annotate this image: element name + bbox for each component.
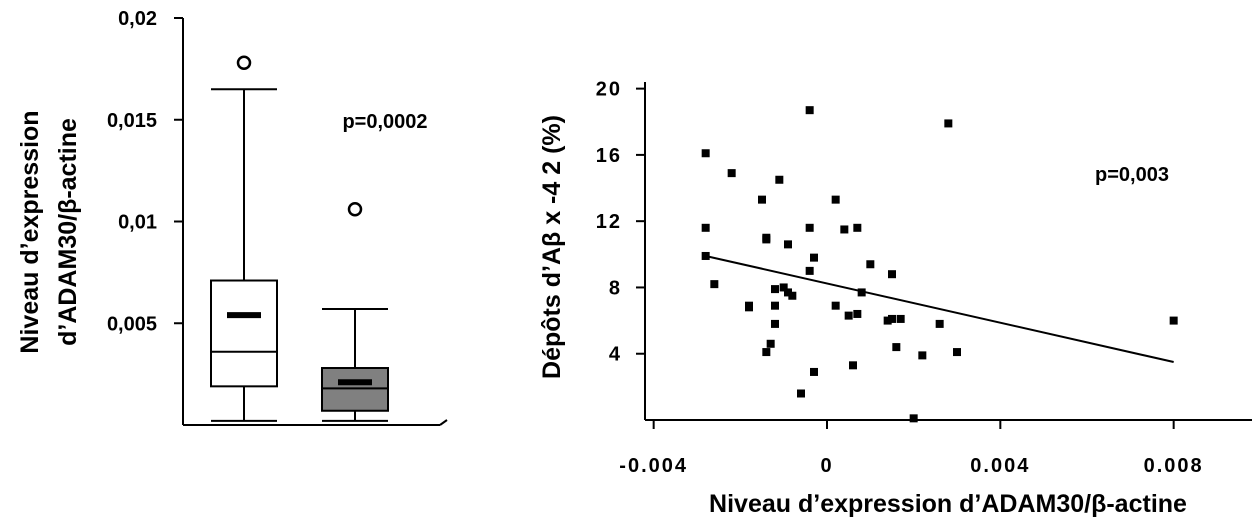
scatter-ylabel: Dépôts d’Aβ x -4 2 (%) (538, 115, 566, 379)
scatter-point (918, 351, 927, 360)
scatter-point (849, 361, 857, 370)
scatter-point (857, 288, 866, 297)
scatter-point (883, 316, 892, 325)
scatter-regression (705, 254, 1174, 363)
scatter-point (762, 233, 771, 242)
scatter-point (1169, 316, 1178, 325)
scatter-point (953, 348, 961, 357)
scatter-point (710, 280, 719, 289)
scatter-xtick-label: 0.008 (1144, 455, 1204, 477)
scatter-point (775, 175, 784, 184)
scatter-ytick-label: 16 (596, 145, 622, 167)
scatter-ytick-label: 4 (609, 344, 622, 366)
boxplot-boxes (210, 55, 389, 422)
box-body (321, 367, 389, 412)
scatter-point (745, 301, 753, 310)
outlier-point (347, 202, 363, 217)
boxplot-ytick-label: 0,005 (107, 313, 157, 335)
boxplot-x-axis-end (439, 419, 448, 426)
scatter-point (788, 291, 797, 300)
scatter-point (701, 223, 710, 232)
scatter-panel: Dépôts d’Aβ x -4 2 (%) Niveau d’expressi… (538, 79, 1252, 518)
scatter-point (853, 223, 862, 232)
scatter-point (762, 348, 771, 357)
scatter-point (766, 339, 775, 348)
scatter-point (701, 149, 710, 158)
boxplot-panel: Niveau d’expression d’ADAM30/β-actine 0,… (16, 8, 448, 426)
scatter-point (840, 225, 849, 234)
box-body (210, 279, 278, 388)
scatter-xlabel: Niveau d’expression d’ADAM30/β-actine (709, 490, 1187, 518)
scatter-point (805, 266, 814, 275)
scatter-point (844, 311, 853, 320)
scatter-ytick-label: 12 (596, 211, 622, 233)
scatter-point (935, 319, 944, 328)
boxplot-ytick-label: 0,01 (118, 212, 157, 234)
scatter-ytick-label: 20 (596, 79, 622, 101)
boxplot-ytick-label: 0,02 (118, 8, 157, 30)
scatter-point (888, 270, 896, 279)
scatter-point (784, 240, 792, 249)
regression-line (705, 254, 1174, 363)
scatter-point (797, 389, 805, 398)
scatter-axes (644, 82, 1252, 421)
scatter-point (810, 367, 818, 376)
scatter-point (771, 301, 779, 310)
scatter-point (831, 301, 840, 310)
scatter-point (701, 251, 710, 260)
scatter-p-value: p=0,003 (1095, 164, 1169, 186)
scatter-point (805, 223, 814, 232)
boxplot-ylabel-line2: d’ADAM30/β-actine (54, 118, 82, 346)
scatter-xtick-label: 0.004 (970, 455, 1030, 477)
boxplot-ylabel-line1: Niveau d’expression (16, 110, 44, 353)
scatter-point (771, 319, 779, 328)
scatter-point (810, 253, 818, 262)
scatter-point (831, 195, 840, 204)
boxplot-ytick-label: 0,015 (107, 110, 157, 132)
scatter-ticks: 4 8 12 16 20 -0.004 0 0.004 0.008 (596, 79, 1204, 477)
scatter-point (944, 119, 953, 128)
scatter-ytick-label: 8 (609, 277, 622, 299)
scatter-point (866, 260, 875, 269)
scatter-xtick-label: -0.004 (619, 455, 688, 477)
scatter-point (771, 285, 779, 294)
outlier-point (236, 55, 252, 71)
scatter-point (896, 314, 905, 323)
scatter-point (888, 314, 896, 323)
scatter-xtick-label: 0 (820, 455, 833, 477)
scatter-point (727, 169, 736, 178)
box-1 (210, 55, 278, 422)
scatter-point (892, 343, 901, 352)
scatter-point (758, 195, 766, 204)
scatter-point (779, 283, 788, 292)
scatter-point (909, 414, 918, 423)
scatter-point (805, 106, 814, 115)
box-2 (321, 202, 389, 422)
scatter-point (853, 309, 862, 318)
scatter-point (784, 288, 792, 297)
boxplot-ticks: 0,005 0,01 0,015 0,02 (107, 8, 183, 335)
scatter-points (701, 106, 1178, 423)
boxplot-p-value: p=0,0002 (342, 111, 427, 133)
